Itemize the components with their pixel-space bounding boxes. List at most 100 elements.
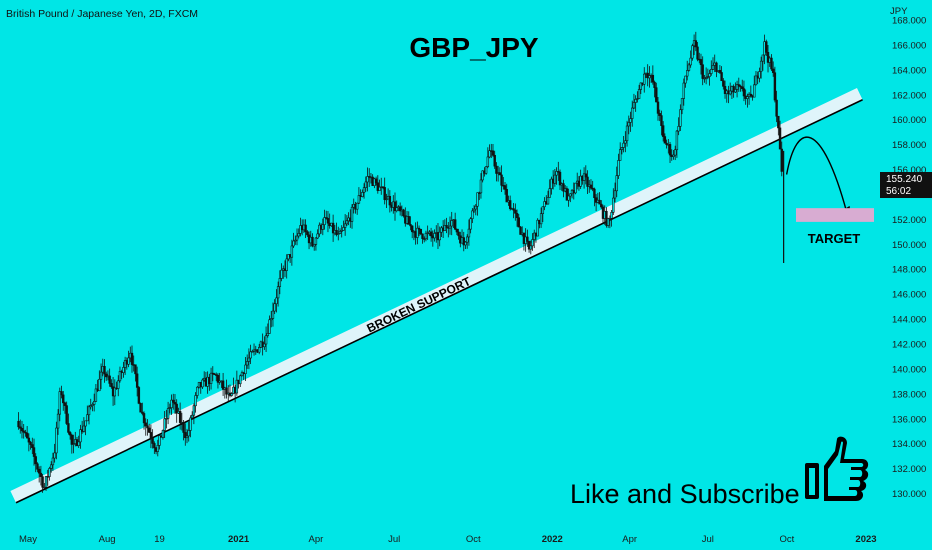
candle-body	[753, 84, 756, 98]
candle	[385, 193, 388, 208]
candle-body	[474, 205, 477, 210]
candle-body	[648, 75, 651, 79]
candle	[484, 166, 488, 175]
candle-body	[27, 437, 31, 443]
candle-body	[424, 232, 428, 240]
projection-arrow	[785, 136, 848, 213]
candle-body	[679, 109, 682, 127]
candle-body	[673, 149, 677, 156]
candle	[462, 231, 465, 252]
candle	[625, 120, 629, 147]
candle-body	[706, 76, 710, 78]
candle-body	[172, 399, 175, 403]
candle	[758, 67, 761, 83]
candle-body	[285, 258, 288, 271]
candle-body	[31, 444, 34, 448]
candle-body	[79, 429, 82, 443]
target-label: TARGET	[808, 231, 861, 246]
candle	[546, 190, 550, 205]
candle-body	[139, 403, 142, 413]
x-tick-label: Oct	[466, 534, 481, 545]
candle	[598, 192, 601, 205]
candle-body	[467, 228, 471, 238]
candle-body	[89, 405, 92, 408]
candle-body	[438, 231, 441, 241]
candle	[424, 230, 428, 242]
candle	[110, 379, 113, 389]
candle	[488, 144, 491, 159]
candle	[727, 85, 730, 104]
candle	[398, 202, 402, 216]
candle-body	[362, 187, 366, 193]
candle-body	[608, 218, 612, 220]
candle-body	[240, 372, 244, 377]
candle-body	[58, 391, 62, 415]
candle	[689, 50, 692, 68]
candle	[754, 70, 758, 86]
candle	[569, 193, 572, 203]
candle	[402, 208, 405, 218]
candle-body	[39, 472, 43, 477]
candle-body	[68, 432, 72, 436]
candle	[409, 216, 412, 231]
candle	[410, 225, 414, 239]
candle	[668, 142, 672, 164]
candle	[122, 361, 125, 378]
candle-body	[778, 127, 782, 150]
candle	[280, 263, 283, 282]
candle-body	[173, 402, 177, 405]
candle-body	[660, 115, 663, 126]
candle	[34, 453, 37, 473]
candle-body	[122, 367, 125, 373]
candle	[340, 225, 343, 238]
candle	[426, 225, 429, 241]
x-tick-label: 19	[154, 534, 165, 545]
candle-body	[737, 84, 740, 87]
candle	[778, 120, 782, 150]
candle	[620, 146, 624, 155]
candle-body	[742, 88, 746, 97]
candle	[665, 139, 668, 149]
candle-body	[67, 423, 70, 433]
candle	[742, 80, 746, 102]
candle-body	[376, 182, 380, 191]
candle	[536, 218, 539, 237]
candle	[378, 179, 381, 191]
candle	[139, 402, 142, 413]
candle-body	[43, 486, 46, 489]
candle-body	[304, 224, 307, 232]
candle-body	[190, 414, 194, 419]
candle	[416, 221, 419, 245]
candle	[464, 240, 467, 249]
candle-body	[263, 343, 266, 348]
candle	[541, 206, 545, 223]
candle-body	[605, 210, 608, 226]
candle	[579, 169, 582, 189]
candle-body	[153, 443, 156, 449]
candle-body	[91, 404, 94, 406]
candle	[184, 423, 187, 446]
candle	[295, 228, 299, 246]
candle	[192, 403, 196, 425]
candle-body	[741, 86, 744, 89]
candle-body	[149, 432, 153, 439]
candle	[519, 226, 522, 235]
candle-body	[708, 73, 711, 77]
bar-countdown: 56:02	[886, 186, 911, 197]
symbol-info: British Pound / Japanese Yen, 2D, FXCM	[6, 8, 198, 20]
candle	[268, 315, 271, 334]
candle	[225, 379, 228, 399]
candle	[450, 211, 453, 236]
y-tick-label: 166.000	[892, 40, 926, 51]
candle-body	[196, 386, 199, 396]
candle-body	[417, 227, 421, 230]
candle-body	[337, 233, 340, 235]
candle-body	[343, 223, 347, 228]
candle-body	[749, 93, 753, 97]
candle	[608, 215, 612, 229]
candle-body	[165, 418, 168, 420]
candle-body	[515, 213, 519, 219]
candle	[710, 60, 713, 76]
candle	[419, 228, 422, 236]
candle	[706, 68, 710, 80]
